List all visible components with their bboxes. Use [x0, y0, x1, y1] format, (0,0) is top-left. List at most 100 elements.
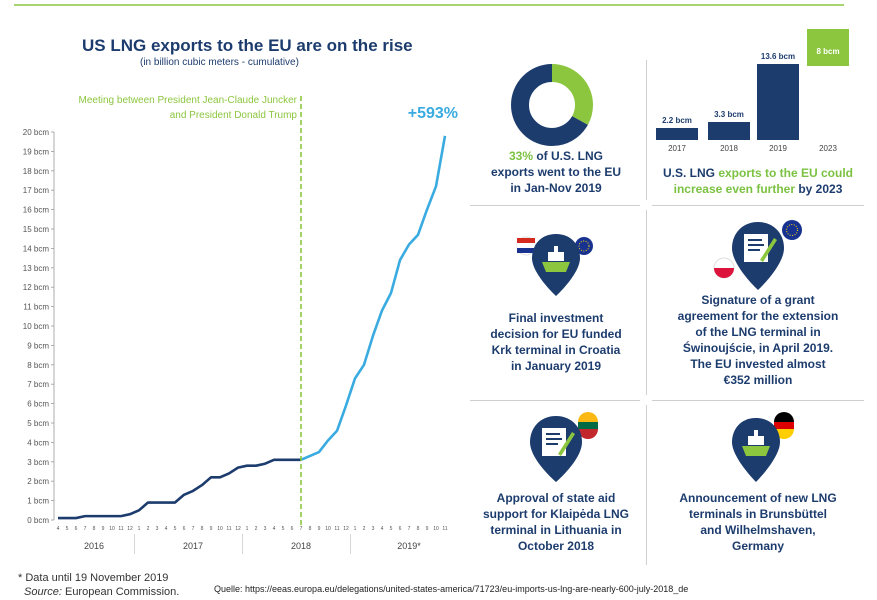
krk-caption: Final investment decision for EU funded …: [476, 310, 636, 374]
donut-caption: 33% of U.S. LNG exports went to the EU i…: [476, 148, 636, 196]
x-tick-label: 1: [138, 526, 141, 532]
x-tick-label: 11: [334, 526, 339, 532]
x-tick-label: 4: [165, 526, 168, 532]
swinoujscie-line: of the LNG terminal in: [695, 325, 821, 339]
donut-line1: of U.S. LNG: [533, 149, 604, 163]
y-axis: 0 bcm 1 bcm 2 bcm 3 bcm 4 bcm 5 bcm 6 bcm 7 bcm…: [23, 128, 55, 525]
y-tick-label: 7 bcm: [27, 380, 49, 389]
divider: [470, 400, 640, 401]
germany-line: Announcement of new LNG: [679, 491, 837, 505]
y-tick-label: 11 bcm: [23, 303, 49, 312]
divider: [646, 405, 647, 565]
swinoujscie-line: Świnoujście, in April 2019.: [682, 341, 834, 355]
series-lines: [58, 135, 447, 520]
x-tick-label: 11: [118, 526, 123, 532]
meeting-label-line1: Meeting between President Jean-Claude Ju…: [79, 95, 298, 106]
swinoujscie-line: The EU invested almost: [690, 357, 826, 371]
x-tick-label: 7: [408, 526, 411, 532]
x-tick-label: 4: [57, 526, 60, 532]
y-tick-label: 20 bcm: [23, 128, 50, 137]
y-tick-label: 15 bcm: [23, 225, 50, 234]
ship-pin-icon: [732, 412, 794, 482]
y-tick-label: 6 bcm: [27, 400, 49, 409]
bars-text-b: by 2023: [795, 182, 843, 196]
x-axis-years: 2016 2017 2018 2019*: [84, 534, 421, 554]
x-tick-label: 1: [354, 526, 357, 532]
y-tick-label: 13 bcm: [23, 264, 50, 273]
x-year-label: 2017: [183, 541, 203, 551]
x-tick-label: 10: [109, 526, 115, 532]
x-tick-label: 7: [192, 526, 195, 532]
x-tick-label: 7: [84, 526, 87, 532]
bar-value-label: 13.6 bcm: [760, 52, 796, 61]
x-tick-label: 12: [235, 526, 241, 532]
donut-chart: [511, 64, 593, 146]
bar-category-label: 2023: [819, 144, 837, 153]
x-tick-label: 9: [426, 526, 429, 532]
x-tick-label: 11: [442, 526, 447, 532]
donut-line3: in Jan-Nov 2019: [510, 181, 602, 195]
x-tick-label: 9: [318, 526, 321, 532]
y-tick-label: 2 bcm: [27, 477, 49, 486]
x-tick-label: 3: [264, 526, 267, 532]
y-tick-label: 18 bcm: [23, 167, 50, 176]
y-tick-label: 19 bcm: [23, 147, 50, 156]
bars-text-green2: increase even further: [673, 182, 795, 196]
y-tick-label: 1 bcm: [27, 497, 49, 506]
x-tick-label: 6: [183, 526, 186, 532]
y-tick-label: 16 bcm: [23, 206, 50, 215]
x-year-label: 2019*: [397, 541, 421, 551]
flag-croatia-icon: [517, 238, 535, 243]
x-tick-label: 8: [417, 526, 420, 532]
bar-category-label: 2019: [769, 144, 787, 153]
divider: [652, 205, 864, 206]
x-year-label: 2016: [84, 541, 104, 551]
y-tick-label: 8 bcm: [27, 361, 49, 370]
x-tick-label: 2: [363, 526, 366, 532]
swinoujscie-caption: Signature of a grant agreement for the e…: [652, 292, 864, 388]
germany-caption: Announcement of new LNG terminals in Bru…: [652, 490, 864, 554]
divider: [646, 210, 647, 395]
bars-text-a: U.S. LNG: [662, 166, 719, 180]
source-url: Quelle: https://eeas.europa.eu/delegatio…: [214, 584, 689, 594]
x-tick-label: 10: [217, 526, 223, 532]
bars-text-green: exports to the EU could: [718, 166, 854, 180]
x-axis-months: 4 5 6 7 8 9 10 11 12 1 2 3 4 5 6 7 8 9 10 11 12 1 2 3 4 5 6 7 8 9 10 11…: [57, 526, 448, 532]
divider: [652, 400, 864, 401]
x-tick-label: 6: [75, 526, 78, 532]
x-tick-label: 5: [174, 526, 177, 532]
y-tick-label: 12 bcm: [23, 283, 50, 292]
y-tick-label: 17 bcm: [23, 186, 50, 195]
x-tick-label: 3: [372, 526, 375, 532]
donut-slice: [511, 64, 593, 146]
bar: [656, 127, 698, 140]
x-tick-label: 2: [255, 526, 258, 532]
y-tick-label: 9 bcm: [27, 341, 49, 350]
growth-label: +593%: [408, 105, 458, 122]
klaipeda-line: Approval of state aid: [496, 491, 616, 505]
swinoujscie-line: Signature of a grant: [701, 293, 815, 307]
x-tick-label: 12: [343, 526, 349, 532]
donut-slices: [511, 64, 593, 146]
bar-value-label: 2.2 bcm: [662, 115, 692, 125]
klaipeda-line: October 2018: [517, 539, 595, 553]
bar-category-label: 2018: [720, 144, 738, 153]
x-tick-label: 9: [210, 526, 213, 532]
ship-pin-icon: [516, 234, 593, 296]
x-tick-label: 1: [246, 526, 249, 532]
germany-line: and Wilhelmshaven,: [700, 523, 816, 537]
germany-line: terminals in Brunsbüttel: [688, 507, 828, 521]
krk-line: decision for EU funded: [490, 327, 622, 341]
krk-line: Final investment: [508, 311, 604, 325]
x-tick-label: 3: [156, 526, 159, 532]
bars-caption: U.S. LNG exports to the EU could increas…: [652, 165, 864, 197]
source-line: Source: European Commission.: [24, 586, 179, 598]
x-tick-label: 9: [102, 526, 105, 532]
bar-value-label: 8 bcm: [816, 47, 840, 57]
x-tick-label: 8: [309, 526, 312, 532]
bar: [708, 121, 750, 140]
x-tick-label: 10: [325, 526, 331, 532]
flag-eu-icon: [782, 220, 802, 240]
document-sign-icon: [713, 220, 802, 290]
